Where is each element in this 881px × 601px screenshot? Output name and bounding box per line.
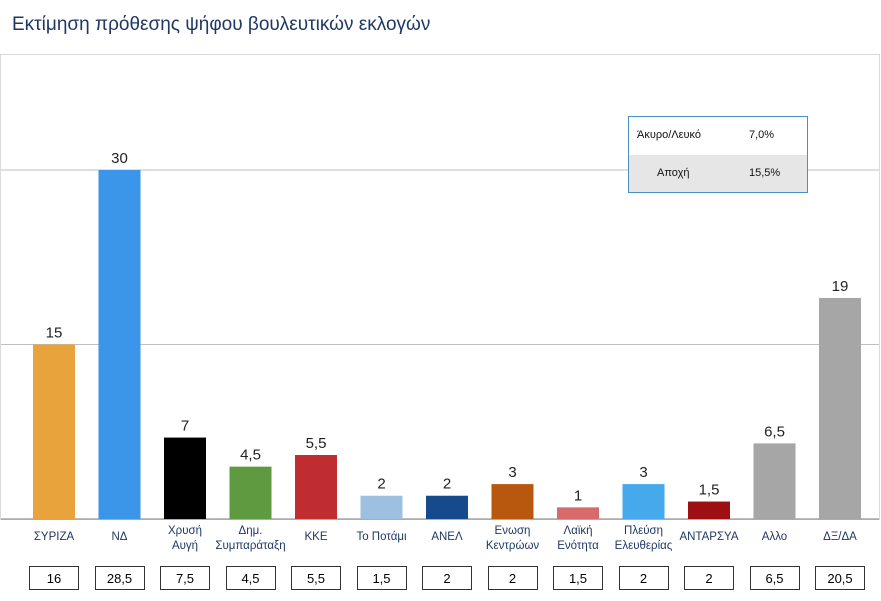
- category-label: Αλλο: [762, 531, 787, 543]
- category-label: Ενωση Κεντρώων: [486, 525, 540, 552]
- bar: [98, 170, 141, 519]
- data-label: 3: [508, 464, 516, 481]
- category-label: Δημ. Συμπαράταξη: [215, 525, 285, 552]
- previous-value-box: 2: [487, 566, 538, 590]
- bar: [164, 437, 206, 519]
- invalid-blank-row: Άκυρο/Λευκό 7,0%: [629, 117, 807, 156]
- data-label: 1,5: [699, 482, 720, 499]
- data-label: 3: [639, 464, 647, 481]
- bar: [360, 495, 403, 519]
- bar: [622, 484, 665, 519]
- category-label: ΣΥΡΙΖΑ: [34, 531, 75, 543]
- invalid-blank-value: 7,0%: [749, 129, 775, 141]
- previous-value-box: 28,5: [94, 566, 145, 590]
- previous-value-box: 2: [684, 566, 734, 590]
- category-label: ΝΔ: [112, 531, 128, 543]
- abstention-box: Άκυρο/Λευκό 7,0% Αποχή 15,5%: [628, 116, 808, 193]
- data-label: 5,5: [306, 435, 327, 452]
- previous-value-box: 20,5: [815, 566, 865, 590]
- category-label: ΑΝΕΛ: [431, 531, 463, 543]
- data-label: 15: [46, 325, 63, 342]
- bar: [33, 344, 75, 519]
- bar: [426, 495, 468, 519]
- bar: [491, 484, 534, 519]
- data-label: 2: [377, 476, 385, 493]
- category-label: Πλεύση Ελευθερίας: [615, 525, 673, 552]
- category-label: ΑΝΤΑΡΣΥΑ: [679, 531, 738, 543]
- previous-value-box: 2: [618, 566, 669, 590]
- data-label: 7: [181, 418, 189, 435]
- data-label: 4,5: [240, 447, 261, 464]
- category-label: Το Ποτάμι: [356, 531, 407, 543]
- category-label: Λαϊκή Ενότητα: [557, 525, 599, 552]
- abstention-value: 15,5%: [749, 167, 781, 179]
- bar: [688, 501, 730, 519]
- data-label: 1: [574, 487, 582, 504]
- data-label: 30: [111, 150, 128, 167]
- data-label: 19: [832, 278, 849, 295]
- previous-value-box: 1,5: [356, 566, 407, 590]
- bar: [753, 443, 796, 519]
- previous-value-box: 1,5: [553, 566, 603, 590]
- category-label: ΚΚΕ: [304, 531, 327, 543]
- abstention-row: Αποχή 15,5%: [629, 155, 807, 192]
- category-label: Χρυσή Αυγή: [168, 525, 202, 552]
- previous-value-box: 6,5: [749, 566, 800, 590]
- invalid-blank-label: Άκυρο/Λευκό: [637, 129, 702, 141]
- previous-value-box: 4,5: [225, 566, 276, 590]
- previous-value-box: 5,5: [291, 566, 341, 590]
- bar: [229, 466, 272, 519]
- chart-title: Εκτίμηση πρόθεσης ψήφου βουλευτικών εκλο…: [12, 14, 431, 35]
- data-label: 6,5: [764, 423, 785, 440]
- bar: [295, 455, 337, 519]
- bar: [557, 507, 599, 519]
- data-label: 2: [443, 476, 451, 493]
- previous-value-box: 7,5: [160, 566, 210, 590]
- abstention-label: Αποχή: [657, 167, 690, 179]
- bar: [819, 297, 861, 519]
- category-label: ΔΞ/ΔΑ: [823, 531, 857, 543]
- previous-value-box: 2: [422, 566, 472, 590]
- previous-value-box: 16: [29, 566, 79, 590]
